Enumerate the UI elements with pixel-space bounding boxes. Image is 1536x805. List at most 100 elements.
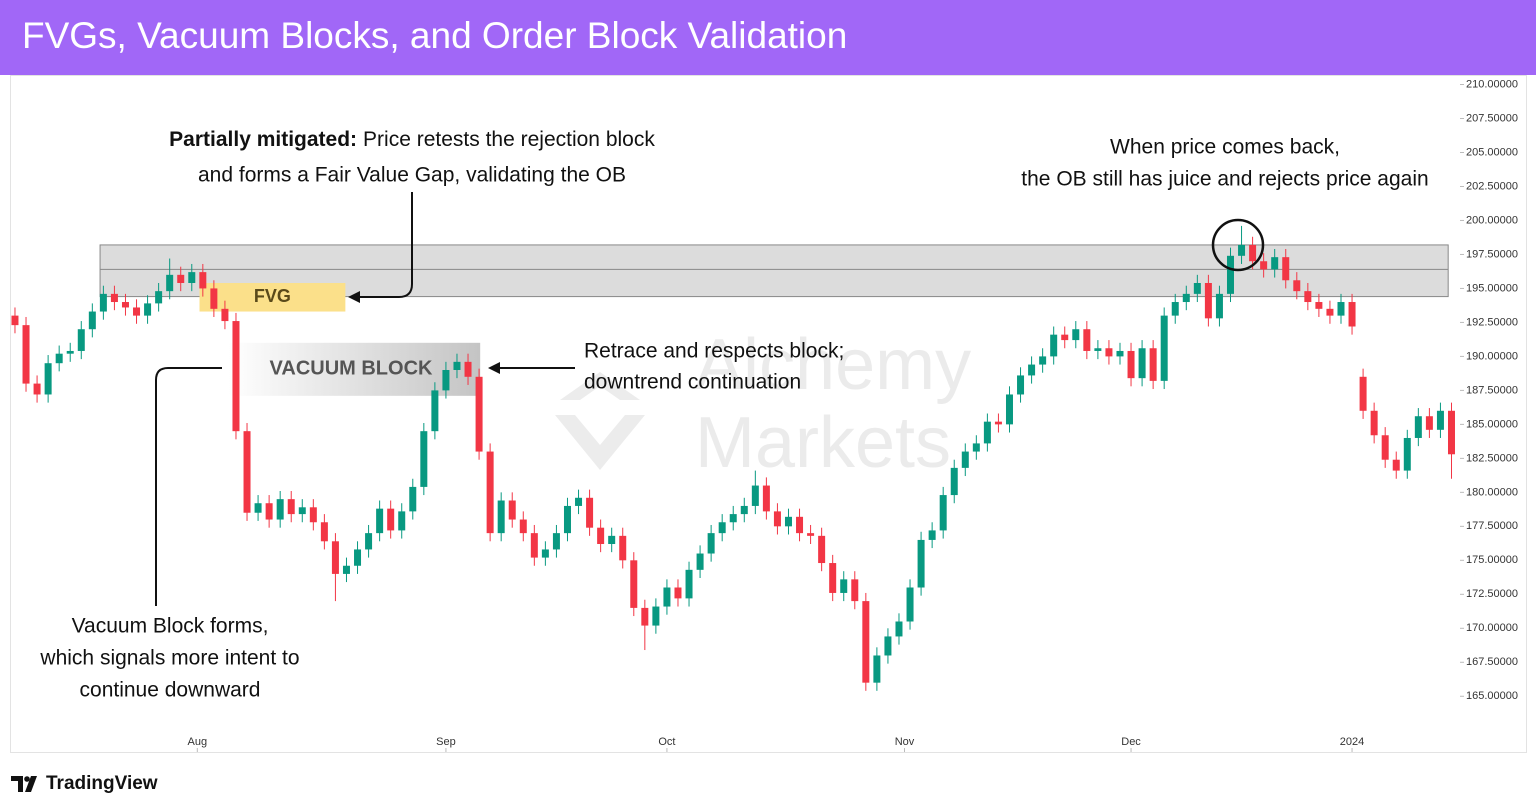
candle-body [1293, 280, 1301, 292]
candle-body [1017, 375, 1025, 395]
candle-body [1282, 257, 1290, 281]
annotation-text: Vacuum Block forms, [72, 615, 269, 638]
y-tick-label: 182.50000 [1466, 452, 1518, 464]
candle-body [88, 311, 96, 330]
fvg-label: FVG [254, 286, 291, 306]
candle-body [994, 421, 1002, 425]
candle-body [1249, 244, 1257, 262]
candle-body [177, 274, 185, 283]
candle-body [1116, 350, 1124, 357]
candle-body [199, 272, 207, 289]
y-tick-label: 185.00000 [1466, 418, 1518, 430]
annotation-text: the OB still has juice and rejects price… [1021, 168, 1428, 191]
candle-body [409, 486, 417, 512]
candle-body [1204, 282, 1212, 319]
candle-body [696, 553, 704, 570]
y-tick-label: 192.50000 [1466, 316, 1518, 328]
candle-body [188, 272, 196, 283]
annotation-bold: Partially mitigated: [169, 128, 357, 151]
vacuum-block-label: VACUUM BLOCK [270, 358, 434, 380]
candle-body [663, 587, 671, 607]
y-tick-label: 187.50000 [1466, 384, 1518, 396]
candle-body [1083, 329, 1091, 351]
candle-body [1326, 308, 1334, 316]
watermark-text: Alchemy [695, 325, 971, 405]
y-tick-label: 200.00000 [1466, 214, 1518, 226]
y-tick-label: 180.00000 [1466, 486, 1518, 498]
logo-mark [11, 776, 23, 792]
candle-body [254, 503, 262, 513]
candle-body [1315, 302, 1323, 309]
vacuum-block-zone [228, 342, 481, 396]
candle-body [773, 511, 781, 527]
candle-body [287, 499, 295, 515]
annotation-text: Retrace and respects block; [584, 340, 844, 363]
candle-body [530, 533, 538, 558]
arrow-head [348, 291, 360, 303]
candle-body [1304, 291, 1312, 303]
annotation-text: downtrend continuation [584, 371, 801, 394]
candle-body [519, 519, 527, 534]
y-tick-label: 165.00000 [1466, 690, 1518, 702]
candle-body [431, 390, 439, 432]
candle-body [884, 636, 892, 656]
candle-body [497, 500, 505, 534]
arrow-head [488, 362, 500, 374]
candle-body [851, 579, 859, 602]
annotation-text: continue downward [80, 679, 261, 702]
candle-body [1392, 459, 1400, 471]
candle-body [342, 565, 350, 574]
candle-body [1348, 302, 1356, 327]
candle-body [1359, 376, 1367, 411]
candle-body [818, 535, 826, 564]
plot-area: 165.00000 167.50000 170.00000 172.50000 175.… [11, 78, 1518, 752]
y-tick-label: 197.50000 [1466, 248, 1518, 260]
candle-body [862, 601, 870, 683]
candle-body [1447, 410, 1455, 455]
candle-body [939, 495, 947, 531]
y-tick-label: 210.00000 [1466, 78, 1518, 90]
candle-body [707, 533, 715, 554]
candle-body [807, 533, 815, 536]
candle-body [1425, 416, 1433, 430]
candle-body [630, 560, 638, 608]
candle-body [44, 363, 52, 395]
y-tick-label: 167.50000 [1466, 656, 1518, 668]
candle-body [155, 291, 163, 304]
annotation-text: and forms a Fair Value Gap, validating t… [198, 164, 626, 187]
candle-body [674, 587, 682, 599]
candle-body [22, 325, 30, 384]
candle-body [608, 535, 616, 545]
candle-body [320, 522, 328, 542]
logo-mark [25, 776, 37, 792]
candle-body [729, 514, 737, 523]
candle-body [464, 361, 472, 377]
candle-body [762, 485, 770, 512]
candle-body [1271, 257, 1279, 270]
candle-body [33, 383, 41, 395]
candle-body [1149, 348, 1157, 381]
candle-body [298, 507, 306, 515]
candle-body [1160, 315, 1168, 381]
candle-body [508, 500, 516, 520]
brand-logo: TradingView [11, 773, 158, 794]
candle-body [210, 288, 218, 309]
candle-body [1193, 282, 1201, 294]
candle-body [365, 533, 373, 550]
candle-body [597, 527, 605, 545]
candle-body [1226, 255, 1234, 294]
candle-body [1028, 364, 1036, 376]
watermark-text: Markets [695, 403, 951, 483]
candle-body [895, 621, 903, 637]
candle-body [354, 549, 362, 566]
candle-body [652, 606, 660, 626]
x-tick-label: Dec [1121, 736, 1141, 748]
header-bar [0, 0, 1536, 75]
candle-body [1138, 348, 1146, 379]
candle-body [619, 535, 627, 561]
candle-body [276, 499, 284, 520]
y-tick-label: 207.50000 [1466, 112, 1518, 124]
